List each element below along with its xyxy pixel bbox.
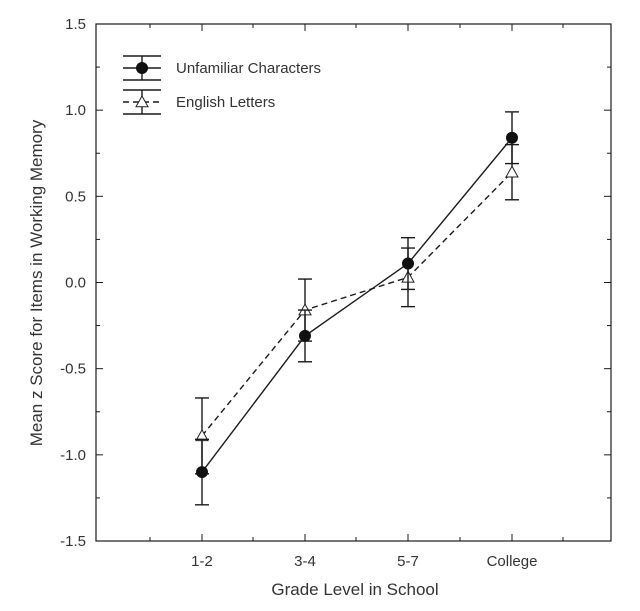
data-point-circle [196, 466, 208, 479]
series-line [201, 171, 513, 437]
y-tick-label: 1.5 [65, 16, 86, 33]
series-unfamiliar-characters [195, 111, 519, 506]
data-point-circle [506, 131, 518, 144]
plot-frame [95, 23, 612, 542]
y-tick-label: 0.0 [65, 275, 86, 292]
y-tick-label: -1.0 [60, 447, 86, 464]
x-tick-label: 1-2 [191, 553, 213, 570]
data-point-circle [402, 257, 414, 270]
legend-label: Unfamiliar Characters [176, 60, 321, 77]
data-point-triangle [135, 94, 149, 108]
data-point-circle [136, 62, 148, 74]
x-tick-label: College [487, 553, 538, 570]
y-axis-title: Mean z Score for Items in Working Memory [27, 119, 46, 446]
x-tick-label: 5-7 [397, 553, 419, 570]
tick-marks: 1.5 1.0 0.5 0.0 -0.5 -1.0 -1.5 1-2 3-4 5-7 College [60, 16, 611, 570]
series-english-letters [195, 143, 519, 475]
y-tick-label: -1.5 [60, 533, 86, 550]
y-tick-label: 1.0 [65, 102, 86, 119]
legend: Unfamiliar Characters English Letters [123, 55, 321, 115]
x-axis-title: Grade Level in School [271, 580, 438, 599]
data-point-circle [299, 329, 311, 342]
x-tick-label: 3-4 [294, 553, 316, 570]
y-tick-label: 0.5 [65, 188, 86, 205]
series-layer [195, 111, 519, 506]
data-point-triangle [505, 165, 519, 178]
y-tick-label: -0.5 [60, 361, 86, 378]
legend-label: English Letters [176, 94, 275, 111]
series-line [201, 137, 513, 473]
